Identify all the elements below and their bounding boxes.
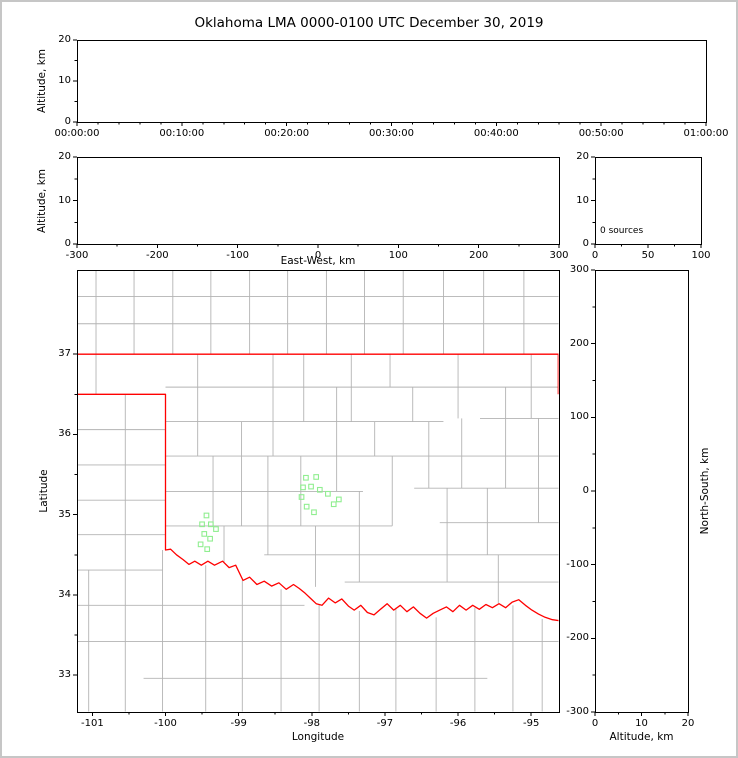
station-markers	[197, 474, 342, 553]
station-marker	[308, 483, 314, 490]
y-tick-label: 100	[569, 411, 589, 423]
x-tick-label: 300	[549, 250, 569, 261]
y-tick-label: 0	[64, 116, 71, 127]
y-tick-label: 0	[64, 238, 71, 249]
y-tick-label: 200	[569, 337, 589, 349]
panel-frame-ns-height	[595, 270, 689, 713]
x-tick-label: -100	[226, 250, 249, 261]
y-tick-label: -300	[566, 706, 589, 717]
x-tick-label: -98	[303, 718, 320, 729]
x-tick-label: -95	[523, 718, 540, 729]
station-marker	[207, 521, 214, 528]
ew-height-xlabel: East-West, km	[280, 255, 356, 267]
y-tick-label: 20	[576, 151, 589, 162]
station-marker	[207, 535, 213, 542]
y-tick-label: 33	[58, 669, 71, 681]
x-tick-label: 00:10:00	[159, 128, 205, 139]
source-count-annotation: 0 sources	[600, 226, 644, 236]
y-tick-label: 34	[58, 588, 71, 600]
x-tick-label: 00:20:00	[264, 128, 310, 139]
x-tick-label: -97	[376, 718, 394, 729]
x-tick-label: 0	[591, 250, 599, 261]
x-tick-label: 01:00:00	[683, 128, 729, 139]
panel-frame-plan-view	[77, 270, 560, 713]
panel-ns-height	[591, 269, 689, 716]
station-marker	[311, 509, 317, 516]
y-tick-label: 300	[569, 264, 589, 275]
station-marker	[199, 521, 205, 528]
station-marker	[203, 512, 210, 519]
x-tick-label: -300	[65, 250, 89, 261]
x-tick-label: -99	[230, 718, 247, 729]
x-tick-label: 00:50:00	[578, 128, 624, 139]
x-tick-label: -100	[154, 718, 177, 729]
station-marker	[197, 541, 204, 548]
y-tick-label: 0	[582, 238, 589, 249]
x-tick-label: 100	[691, 250, 711, 261]
x-tick-label: 200	[469, 250, 489, 261]
plan-view-ylabel: Latitude	[38, 469, 50, 513]
y-tick-label: 37	[58, 348, 71, 360]
y-tick-label: 20	[58, 151, 71, 162]
plan-view-xlabel: Longitude	[291, 731, 345, 743]
y-tick-label: 10	[576, 194, 589, 206]
panel-frame-ew-height	[77, 157, 560, 245]
station-marker	[300, 484, 306, 491]
station-marker	[298, 494, 305, 500]
panel-ew-height	[73, 156, 560, 248]
y-tick-label: 10	[58, 75, 71, 86]
panel-time-height	[73, 39, 707, 126]
y-tick-label: -200	[566, 632, 589, 644]
x-tick-label: -96	[449, 718, 467, 729]
station-marker	[335, 496, 342, 503]
ew-height-ylabel: Altitude, km	[36, 168, 48, 233]
ns-height-ylabel: North-South, km	[699, 447, 711, 535]
x-tick-label: 00:30:00	[369, 128, 414, 139]
station-marker	[303, 503, 310, 510]
panel-frame-time-height	[77, 40, 707, 123]
x-tick-label: 10	[635, 718, 648, 729]
y-tick-label: 36	[58, 428, 71, 440]
station-marker	[316, 486, 323, 493]
x-tick-label: 0	[314, 250, 322, 261]
x-tick-label: 50	[641, 250, 655, 261]
ns-height-xlabel: Altitude, km	[609, 731, 674, 743]
x-tick-label: 0	[591, 718, 599, 729]
y-tick-label: 20	[58, 34, 71, 45]
panel-alt-hist	[591, 156, 702, 248]
x-tick-label: -101	[81, 718, 104, 729]
station-marker	[330, 501, 337, 508]
station-marker	[201, 531, 208, 537]
y-tick-label: 35	[58, 508, 71, 520]
y-tick-label: 10	[58, 194, 71, 206]
x-tick-label: -200	[145, 250, 169, 261]
station-marker	[313, 474, 320, 480]
state-border	[77, 353, 559, 622]
figure-title: Oklahoma LMA 0000-0100 UTC December 30, …	[194, 15, 544, 31]
y-tick-label: 0	[582, 485, 589, 496]
station-marker	[303, 474, 309, 481]
x-tick-label: 20	[681, 718, 695, 729]
x-tick-label: 100	[388, 250, 408, 261]
y-tick-label: -100	[566, 558, 589, 570]
x-tick-label: 00:40:00	[473, 128, 519, 139]
x-tick-label: 00:00:00	[54, 128, 100, 139]
county-boundaries	[77, 270, 559, 712]
panel-plan-view	[73, 270, 560, 716]
station-marker	[325, 490, 331, 497]
station-marker	[213, 526, 219, 532]
station-marker	[204, 546, 211, 553]
